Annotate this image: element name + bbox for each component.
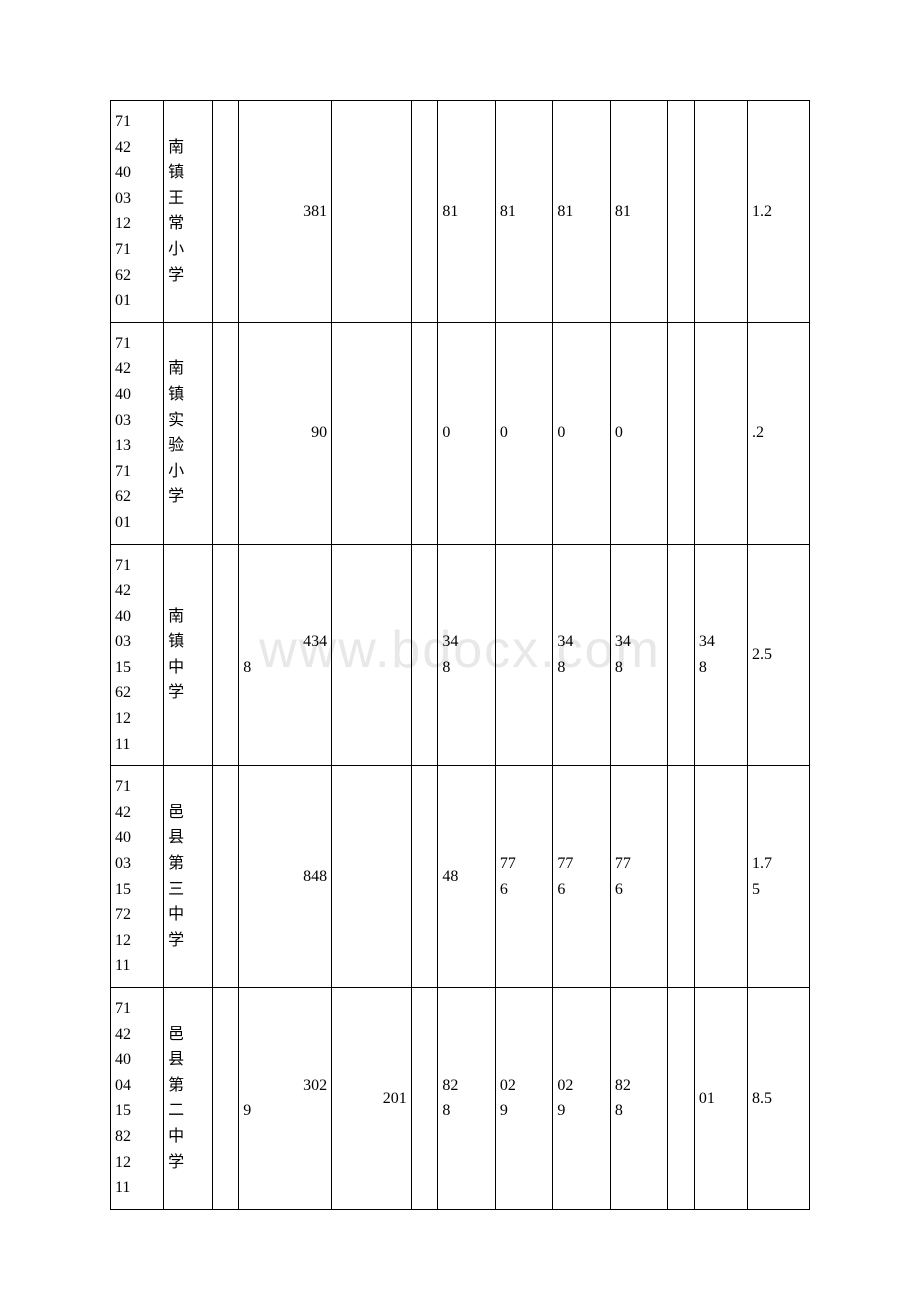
table-cell-c7: 81 xyxy=(438,101,496,323)
table-cell-c6 xyxy=(411,988,438,1210)
table-cell-c10: 81 xyxy=(610,101,668,323)
table-cell-c3 xyxy=(212,101,239,323)
table-cell-num1: 381 xyxy=(239,101,332,323)
table-cell-id: 71 42 40 03 13 71 62 01 xyxy=(111,322,164,544)
table-cell-c12 xyxy=(694,766,747,988)
table-cell-num2: 201 xyxy=(332,988,412,1210)
table-row: 71 42 40 03 12 71 62 01南 镇 王 常 小 学381818… xyxy=(111,101,810,323)
table-cell-c11 xyxy=(668,322,695,544)
table-cell-c8 xyxy=(495,544,553,766)
table-cell-name: 邑 县 第 二 中 学 xyxy=(164,988,213,1210)
table-row: 71 42 40 03 13 71 62 01南 镇 实 验 小 学 90 0000… xyxy=(111,322,810,544)
table-cell-num1: 4348 xyxy=(239,544,332,766)
table-cell-c6 xyxy=(411,766,438,988)
table-cell-name: 南 镇 实 验 小 学 xyxy=(164,322,213,544)
table-cell-c10: 0 xyxy=(610,322,668,544)
table-cell-last: 1.7 5 xyxy=(747,766,809,988)
table-cell-c10: 82 8 xyxy=(610,988,668,1210)
table-cell-c3 xyxy=(212,544,239,766)
table-cell-c3 xyxy=(212,766,239,988)
table-row: 71 42 40 04 15 82 12 11邑 县 第 二 中 学 302920… xyxy=(111,988,810,1210)
table-cell-c12 xyxy=(694,101,747,323)
table-cell-c9: 02 9 xyxy=(553,988,611,1210)
table-cell-num2 xyxy=(332,766,412,988)
table-cell-c8: 0 xyxy=(495,322,553,544)
table-cell-num1: 3029 xyxy=(239,988,332,1210)
table-cell-id: 71 42 40 03 15 62 12 11 xyxy=(111,544,164,766)
table-cell-name: 南 镇 王 常 小 学 xyxy=(164,101,213,323)
table-cell-num2 xyxy=(332,544,412,766)
table-cell-last: .2 xyxy=(747,322,809,544)
table-cell-c9: 77 6 xyxy=(553,766,611,988)
table-cell-c11 xyxy=(668,766,695,988)
table-cell-c11 xyxy=(668,101,695,323)
table-cell-c6 xyxy=(411,101,438,323)
table-cell-last: 2.5 xyxy=(747,544,809,766)
table-cell-c12: 34 8 xyxy=(694,544,747,766)
table-cell-c6 xyxy=(411,544,438,766)
table-cell-c9: 0 xyxy=(553,322,611,544)
table-cell-name: 南 镇 中 学 xyxy=(164,544,213,766)
table-cell-num2 xyxy=(332,101,412,323)
table-row: 71 42 40 03 15 72 12 11邑 县 第 三 中 学848487… xyxy=(111,766,810,988)
table-cell-c10: 77 6 xyxy=(610,766,668,988)
table-cell-num1: 848 xyxy=(239,766,332,988)
table-cell-c6 xyxy=(411,322,438,544)
table-cell-num1: 90 xyxy=(239,322,332,544)
table-row: 71 42 40 03 15 62 12 11南 镇 中 学434834 834… xyxy=(111,544,810,766)
table-cell-c3 xyxy=(212,988,239,1210)
table-cell-id: 71 42 40 04 15 82 12 11 xyxy=(111,988,164,1210)
table-cell-num2 xyxy=(332,322,412,544)
data-table: 71 42 40 03 12 71 62 01南 镇 王 常 小 学381818… xyxy=(110,100,810,1210)
table-cell-c12: 01 xyxy=(694,988,747,1210)
table-cell-id: 71 42 40 03 12 71 62 01 xyxy=(111,101,164,323)
table-cell-c9: 34 8 xyxy=(553,544,611,766)
table-cell-c7: 0 xyxy=(438,322,496,544)
table-cell-c11 xyxy=(668,988,695,1210)
table-cell-c10: 34 8 xyxy=(610,544,668,766)
table-cell-c7: 82 8 xyxy=(438,988,496,1210)
table-cell-c12 xyxy=(694,322,747,544)
table-cell-c11 xyxy=(668,544,695,766)
table-cell-last: 8.5 xyxy=(747,988,809,1210)
table-cell-c8: 02 9 xyxy=(495,988,553,1210)
table-cell-c8: 77 6 xyxy=(495,766,553,988)
table-cell-name: 邑 县 第 三 中 学 xyxy=(164,766,213,988)
table-cell-c8: 81 xyxy=(495,101,553,323)
table-cell-last: 1.2 xyxy=(747,101,809,323)
table-cell-c7: 34 8 xyxy=(438,544,496,766)
table-cell-c9: 81 xyxy=(553,101,611,323)
table-cell-c3 xyxy=(212,322,239,544)
table-cell-id: 71 42 40 03 15 72 12 11 xyxy=(111,766,164,988)
table-cell-c7: 48 xyxy=(438,766,496,988)
